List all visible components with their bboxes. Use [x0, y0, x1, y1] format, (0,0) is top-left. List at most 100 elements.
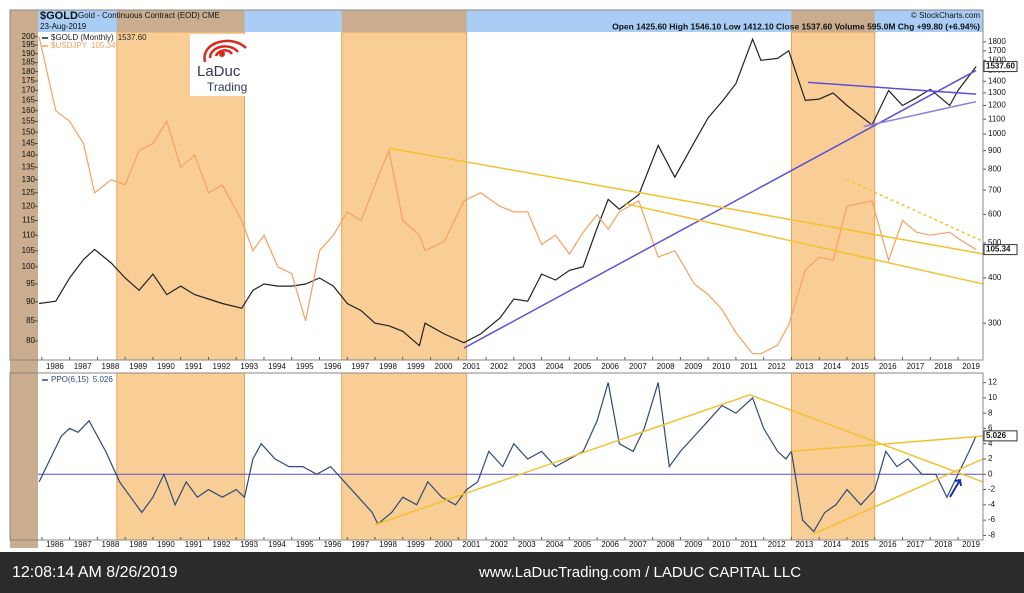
y-tick-label: -8 — [988, 531, 996, 540]
shaded-range — [341, 372, 468, 541]
quote: Open 1425.60 High 1546.10 Low 1412.10 Cl… — [612, 21, 980, 31]
y-tick-label: 145 — [22, 139, 36, 148]
y-tick-label: 190 — [22, 49, 36, 58]
legend-label: $GOLD (Monthly) — [51, 33, 114, 42]
legend-label: $USDJPY — [51, 41, 88, 50]
x-tick-label: 1999 — [407, 362, 425, 371]
x-tick-label: 2001 — [462, 540, 480, 549]
last-value-label: 105.34 — [986, 245, 1011, 254]
shaded-range — [790, 31, 876, 361]
legend-label: PPO(6,15) — [51, 375, 89, 384]
y-tick-label: 195 — [22, 40, 36, 49]
y-tick-label: 130 — [22, 175, 36, 184]
y-tick-label: 1700 — [988, 46, 1006, 55]
series-line — [38, 382, 977, 533]
trendline — [846, 179, 984, 243]
legend-value: 105.34 — [91, 41, 116, 50]
y-tick-label: 400 — [988, 273, 1002, 282]
x-tick-label: 2011 — [740, 540, 758, 549]
x-tick-label: 2000 — [435, 362, 453, 371]
y-tick-label: 0 — [988, 469, 993, 478]
y-tick-label: 1400 — [988, 76, 1006, 85]
y-tick-label: 2 — [988, 454, 993, 463]
y-tick-label: 1100 — [988, 114, 1006, 123]
trendline — [374, 394, 751, 526]
y-tick-label: 110 — [22, 230, 35, 239]
x-tick-label: 2005 — [573, 540, 591, 549]
y-tick-label: 1600 — [988, 55, 1006, 64]
x-tick-label: 1989 — [129, 540, 147, 549]
y-tick-label: 150 — [22, 127, 36, 136]
x-tick-label: 2007 — [629, 362, 647, 371]
x-tick-label: 2016 — [879, 362, 897, 371]
trendline — [813, 458, 984, 535]
trendline — [808, 81, 977, 95]
x-tick-label: 2000 — [435, 540, 453, 549]
y-tick-label: 200 — [22, 32, 36, 41]
left-strip — [10, 10, 38, 548]
x-tick-label: 1997 — [351, 362, 369, 371]
y-tick-label: 1800 — [988, 37, 1006, 46]
legend-value: 5.026 — [93, 375, 114, 384]
chart-subtitle: Gold - Continuous Contract (EOD) CME — [78, 11, 220, 20]
y-tick-label: 185 — [22, 58, 36, 67]
x-tick-label: 1999 — [407, 540, 425, 549]
x-tick-label: 1988 — [102, 540, 120, 549]
x-tick-label: 2003 — [518, 540, 536, 549]
y-tick-label: 80 — [26, 336, 35, 345]
x-tick-label: 2007 — [629, 540, 647, 549]
x-tick-label: 2013 — [796, 540, 814, 549]
y-tick-label: 100 — [22, 262, 36, 271]
x-tick-label: 1990 — [157, 362, 175, 371]
trendline — [624, 202, 984, 285]
x-tick-label: 2018 — [934, 362, 952, 371]
trendline — [863, 100, 977, 128]
logo-tagline: Trading — [207, 80, 247, 94]
x-tick-label: 2006 — [601, 362, 619, 371]
y-tick-label: 140 — [22, 150, 36, 159]
y-tick-label: 125 — [22, 188, 36, 197]
x-tick-label: 1987 — [74, 362, 92, 371]
x-tick-label: 2002 — [490, 540, 508, 549]
last-value-box — [983, 244, 1018, 256]
y-tick-label: 6 — [988, 424, 993, 433]
y-tick-label: 600 — [988, 209, 1002, 218]
y-tick-label: 160 — [22, 106, 36, 115]
header-band — [38, 10, 983, 32]
x-tick-label: 2009 — [685, 540, 703, 549]
y-tick-label: 700 — [988, 185, 1002, 194]
footer-time: 12:08:14 AM 8/26/2019 — [12, 564, 178, 581]
x-tick-label: 2008 — [657, 540, 675, 549]
y-tick-label: 85 — [26, 316, 35, 325]
x-tick-label: 2019 — [962, 362, 980, 371]
y-tick-label: -6 — [988, 515, 996, 524]
trendline — [791, 435, 984, 453]
last-value-label: 5.026 — [986, 431, 1007, 440]
shaded-range — [790, 372, 876, 541]
y-tick-label: 175 — [22, 76, 36, 85]
logo-name: LaDuc — [197, 63, 241, 80]
chart-title: $GOLD — [40, 10, 78, 22]
y-tick-label: 135 — [22, 162, 36, 171]
header-shade — [116, 10, 245, 32]
logo-swoosh — [203, 39, 247, 63]
chart-date: 23-Aug-2019 — [40, 22, 87, 31]
y-tick-label: 170 — [22, 86, 36, 95]
x-tick-label: 1996 — [324, 540, 342, 549]
x-tick-label: 2015 — [851, 540, 869, 549]
y-tick-label: 165 — [22, 96, 36, 105]
shaded-range — [116, 372, 246, 541]
x-tick-label: 2018 — [934, 540, 952, 549]
x-tick-label: 2014 — [823, 362, 841, 371]
y-tick-label: 115 — [22, 216, 35, 225]
x-tick-label: 1995 — [296, 362, 314, 371]
x-tick-label: 2004 — [546, 540, 564, 549]
x-tick-label: 1991 — [185, 362, 203, 371]
x-tick-label: 1996 — [324, 362, 342, 371]
x-tick-label: 2005 — [573, 362, 591, 371]
x-tick-label: 2012 — [768, 540, 786, 549]
x-tick-label: 1993 — [240, 540, 258, 549]
y-tick-label: 90 — [26, 297, 35, 306]
x-tick-label: 2012 — [768, 362, 786, 371]
footer-site: www.LaDucTrading.com / LADUC CAPITAL LLC — [478, 564, 801, 581]
